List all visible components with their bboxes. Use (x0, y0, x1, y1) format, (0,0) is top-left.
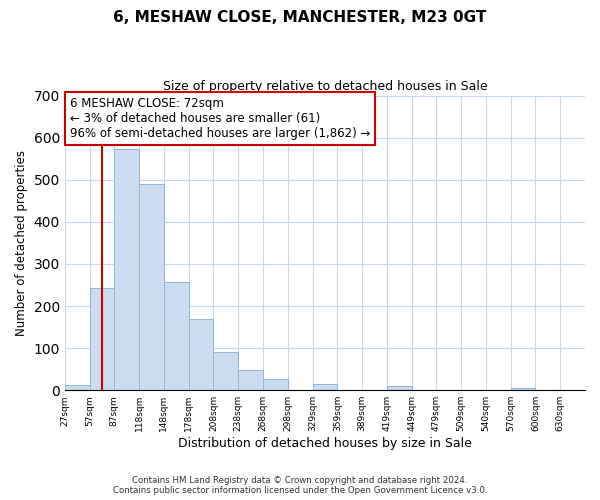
Bar (139, 184, 164, 390)
Text: 6, MESHAW CLOSE, MANCHESTER, M23 0GT: 6, MESHAW CLOSE, MANCHESTER, M23 0GT (113, 10, 487, 25)
Bar (115, 149, 139, 390)
Bar (214, 352, 238, 390)
Bar (89, 288, 115, 390)
Bar (387, 386, 412, 390)
Y-axis label: Number of detached properties: Number of detached properties (15, 150, 28, 336)
X-axis label: Distribution of detached houses by size in Sale: Distribution of detached houses by size … (178, 437, 472, 450)
Text: 6 MESHAW CLOSE: 72sqm
← 3% of detached houses are smaller (61)
96% of semi-detac: 6 MESHAW CLOSE: 72sqm ← 3% of detached h… (70, 97, 370, 140)
Text: Contains HM Land Registry data © Crown copyright and database right 2024.
Contai: Contains HM Land Registry data © Crown c… (113, 476, 487, 495)
Bar (313, 384, 337, 390)
Bar (511, 388, 535, 390)
Bar (263, 379, 288, 390)
Title: Size of property relative to detached houses in Sale: Size of property relative to detached ho… (163, 80, 487, 93)
Bar (65, 385, 89, 390)
Bar (238, 370, 263, 390)
Bar (188, 320, 214, 390)
Bar (164, 282, 188, 390)
